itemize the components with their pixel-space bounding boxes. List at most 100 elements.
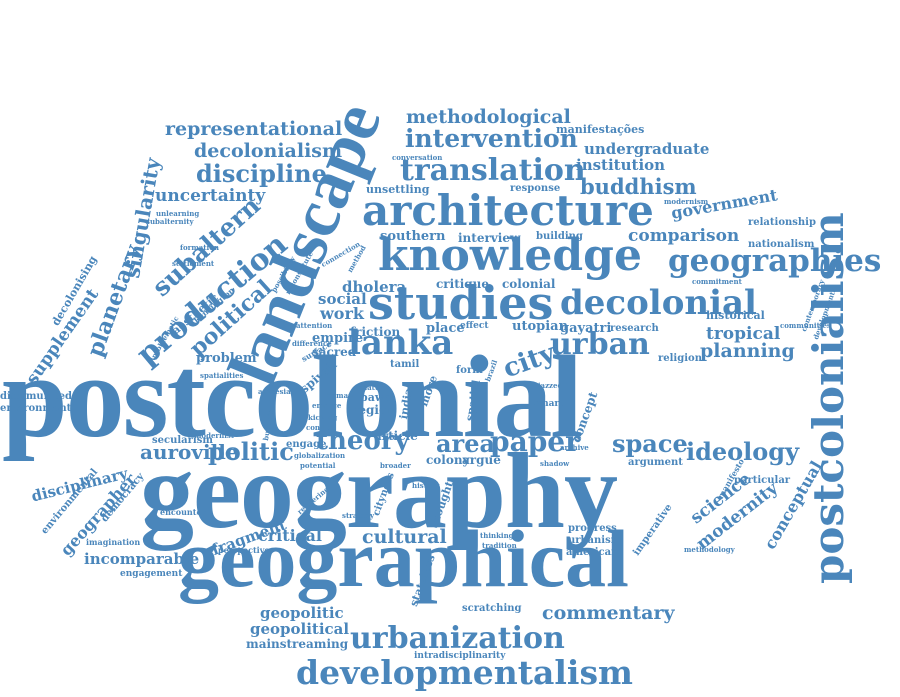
word-intervention: intervention — [405, 124, 578, 153]
word-effect: effect — [460, 321, 489, 331]
word-difference: difference — [292, 339, 332, 348]
word-imperative: imperative — [631, 502, 675, 558]
word-emerge: emerge — [312, 401, 342, 410]
word-relationship: relationship — [748, 217, 816, 228]
word-geopolitic: geopolitic — [260, 604, 344, 622]
word-sacred: sacred — [312, 345, 357, 359]
word-translation: translation — [400, 153, 586, 188]
word-undergraduate: undergraduate — [584, 140, 710, 158]
word-geographical: geographical — [178, 513, 629, 604]
word-empire: empire — [312, 331, 364, 346]
word-human: human — [326, 391, 354, 400]
word-geographies: geographies — [668, 243, 882, 279]
word-argue: argue — [462, 453, 501, 467]
word-communities: communities — [780, 321, 831, 330]
word-unsettling: unsettling — [366, 183, 430, 196]
word-unlearning: unlearning — [156, 209, 200, 218]
word-representational: representational — [165, 118, 343, 140]
word-region: region — [352, 403, 396, 417]
word-archive: archive — [560, 443, 589, 452]
word-postcolonial: postcolonial — [2, 331, 583, 462]
word-strategy: strategy — [342, 511, 375, 520]
word-encounter: encounter — [160, 507, 206, 517]
word-bawa: bawa — [360, 391, 392, 404]
word-american: american — [566, 547, 619, 558]
word-decolonial: decolonial — [560, 283, 757, 323]
word-knowledge: knowledge — [378, 230, 642, 281]
word-methodological: methodological — [406, 106, 571, 128]
word-critical: critical — [258, 526, 322, 545]
word-gayatri: gayatri — [560, 321, 612, 336]
word-space: space — [612, 429, 688, 458]
word-conversation: conversation — [392, 153, 443, 162]
word-amnesia: amnesia — [258, 387, 291, 396]
word-interview: interview — [458, 231, 521, 245]
word-cultural: cultural — [362, 526, 447, 548]
word-geopolitical: geopolitical — [250, 620, 350, 638]
word-colonial: colonial — [502, 277, 556, 291]
word-tropical: tropical — [706, 324, 781, 344]
word-uncertainty: uncertainty — [155, 186, 266, 206]
word-thinking: thinking — [480, 531, 514, 540]
word-architecture: architecture — [362, 186, 654, 235]
word-friction: friction — [350, 325, 401, 339]
word-geography: geography — [140, 432, 618, 551]
word-spatialities: spatialities — [200, 371, 244, 380]
word-urbanization: urbanization — [350, 621, 565, 656]
word-particular: particular — [734, 475, 791, 486]
word-discipline: discipline — [196, 159, 327, 188]
word-methodology: methodology — [684, 545, 735, 554]
word-ideology: ideology — [686, 437, 800, 466]
word-institution: institution — [576, 156, 666, 174]
word-buddhism: buddhism — [580, 174, 697, 199]
word-perspective: perspective — [218, 545, 270, 555]
word-colony: colony — [426, 453, 470, 467]
word-manifestacoes: manifestações — [556, 123, 645, 136]
word-lanka: lanka — [348, 323, 454, 363]
word-planning: planning — [700, 340, 795, 362]
word-progress: progress — [568, 523, 617, 534]
word-studies: studies — [368, 276, 554, 330]
word-decolonialism: decolonialism — [194, 140, 343, 162]
word-potential: potential — [300, 461, 336, 470]
word-dissimulated: dissimulated — [0, 391, 72, 402]
word-subalternity: subalternity — [146, 217, 194, 226]
word-nationalism: nationalism — [748, 239, 815, 250]
word-research: research — [610, 323, 659, 334]
word-broader: broader — [380, 461, 411, 470]
word-shadow: shadow — [540, 459, 570, 468]
word-conflict: conflict — [306, 423, 336, 432]
word-critique: critique — [436, 277, 490, 291]
word-imagination: imagination — [86, 537, 141, 547]
word-place: place — [426, 321, 465, 336]
word-auroville: auroville — [140, 440, 239, 464]
word-history: history — [412, 481, 440, 490]
word-dholera: dholera — [342, 278, 407, 296]
word-formation: formation — [180, 243, 219, 252]
word-form: form — [456, 365, 483, 376]
word-utopian: utopian — [512, 319, 569, 334]
word-intradisciplinarity: intradisciplinarity — [414, 651, 506, 661]
word-settlement: settlement — [172, 259, 215, 268]
word-modernist: modernist — [194, 431, 235, 440]
word-environment: environment — [0, 403, 72, 414]
word-historical: historical — [706, 309, 765, 322]
word-engagement: engagement — [120, 569, 183, 579]
word-social: social — [318, 290, 367, 308]
word-developmentalism: developmentalism — [296, 653, 633, 692]
word-smart: smart — [534, 399, 564, 409]
word-mainstreaming: mainstreaming — [246, 637, 349, 651]
word-politic: politic — [208, 437, 294, 466]
word-globalization: globalization — [294, 451, 346, 460]
word-tamil: tamil — [390, 359, 420, 370]
word-urbanism: urbanism — [568, 535, 622, 546]
word-scratching: scratching — [462, 603, 522, 614]
word-commitment: commitment — [692, 277, 742, 286]
word-religion: religion — [658, 353, 702, 364]
word-argument: argument — [628, 457, 683, 468]
word-urban: urban — [550, 327, 650, 362]
word-modernism: modernism — [664, 197, 709, 206]
word-secularism: secularism — [152, 435, 213, 446]
word-commentary: commentary — [542, 602, 675, 624]
